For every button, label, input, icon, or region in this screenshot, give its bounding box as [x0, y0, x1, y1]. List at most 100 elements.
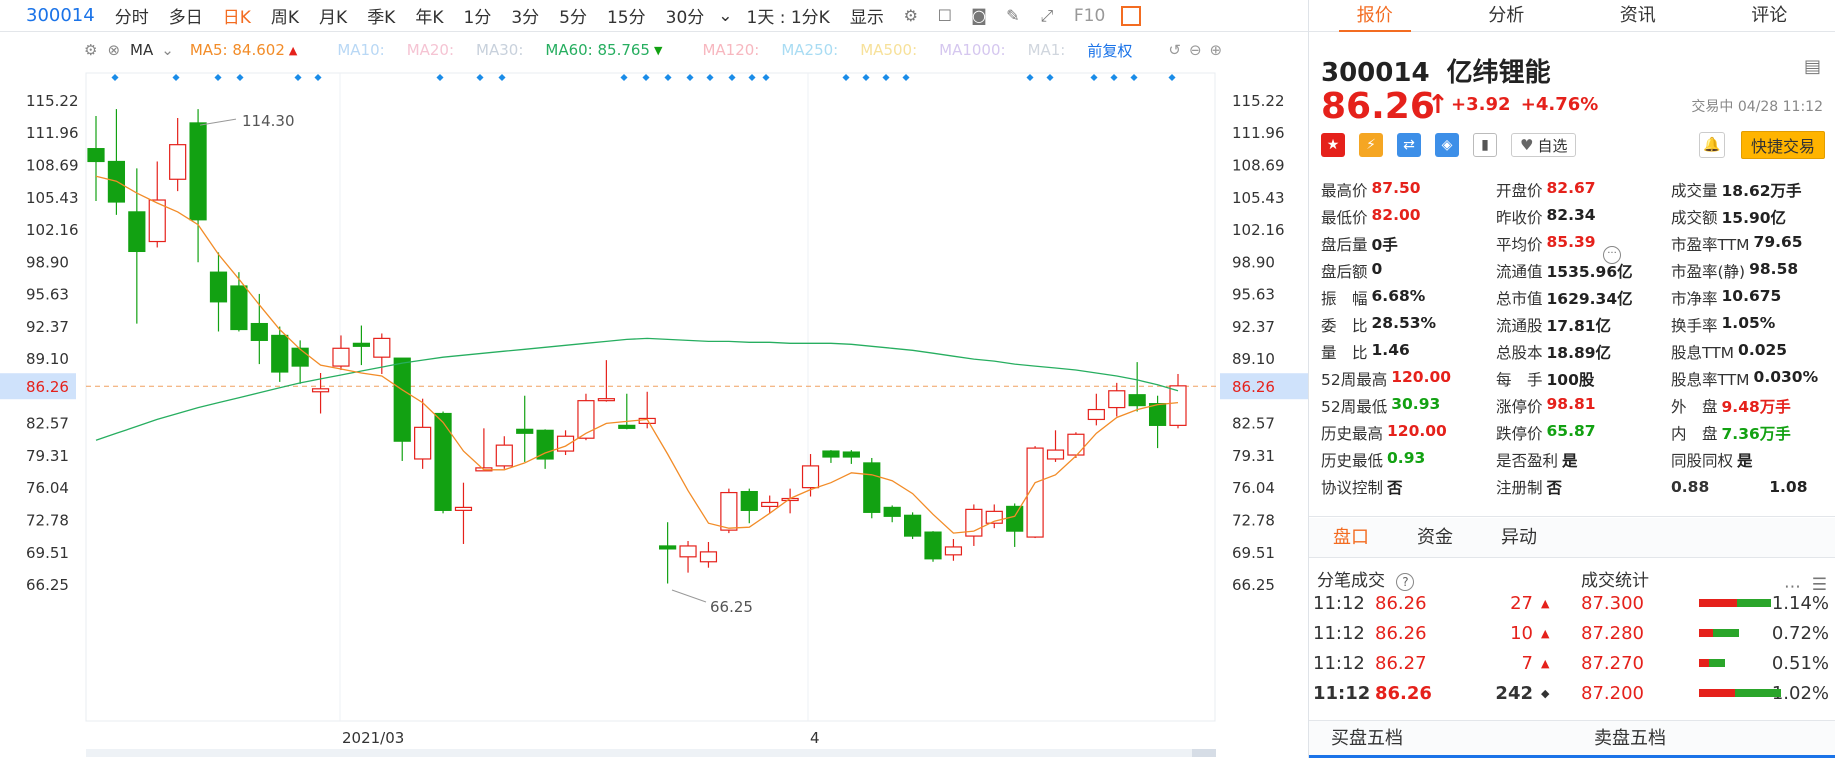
tab-orderbook[interactable]: 盘口: [1333, 527, 1369, 548]
menu-icon[interactable]: ☰: [1811, 575, 1827, 595]
candle-down: [536, 429, 554, 460]
lightning-icon[interactable]: ⚡: [1359, 133, 1383, 157]
period-tab[interactable]: 1分: [463, 8, 492, 28]
quote-value: 6.68%: [1371, 286, 1426, 305]
panel-icon[interactable]: [1121, 5, 1142, 26]
square-icon[interactable]: ☐: [937, 6, 953, 25]
stats-list[interactable]: 87.300 1.14% 87.280 0.72% 87.270 0.51% 87.200 1…: [1569, 588, 1835, 708]
y-tick-label-right: 108.69: [1232, 157, 1285, 175]
f10-button[interactable]: F10: [1073, 5, 1106, 26]
quote-value: 28.53%: [1371, 313, 1437, 332]
quote-value: 85.39: [1546, 232, 1596, 251]
close-icon[interactable]: ⊗: [107, 41, 121, 59]
quote-value: 9.48万手: [1721, 397, 1791, 416]
candle-down: [924, 531, 942, 560]
quote-label: 注册制: [1496, 478, 1543, 497]
quote-cell: 跌停价 65.87: [1496, 422, 1671, 444]
more-icon[interactable]: ···: [1603, 246, 1621, 264]
event-marker: [1090, 73, 1098, 82]
quote-label: 外 盘: [1671, 397, 1718, 416]
candle-up: [454, 506, 473, 511]
tab-anomaly[interactable]: 异动: [1501, 527, 1537, 548]
range-select[interactable]: 1天 : 1分K: [746, 8, 830, 28]
quote-value: 82.34: [1546, 205, 1596, 224]
display-menu[interactable]: 显示: [849, 8, 884, 28]
quote-label: 盘后量: [1321, 235, 1368, 254]
tick-row: 11:12 86.26 27 ▲: [1309, 588, 1559, 618]
low-annotation: 66.25: [710, 598, 753, 616]
y-tick-label-right: 76.04: [1232, 479, 1275, 497]
period-tab[interactable]: 5分: [559, 8, 587, 28]
tab-funds[interactable]: 资金: [1417, 527, 1453, 548]
period-tab[interactable]: 季K: [367, 8, 396, 28]
period-tab[interactable]: 多日: [168, 8, 203, 28]
zoom-out-icon[interactable]: ⊖: [1188, 41, 1202, 59]
price-highlight-right: [1220, 373, 1308, 400]
candle-down: [189, 122, 207, 221]
expand-icon[interactable]: ⤢: [1040, 5, 1054, 25]
y-tick-label-right: 95.63: [1232, 286, 1275, 304]
tab-buy5[interactable]: 买盘五档: [1331, 728, 1403, 749]
stats-header: 成交统计 ⋯ ☰: [1581, 566, 1835, 597]
candle-down: [352, 342, 370, 347]
period-tab[interactable]: 月K: [319, 8, 348, 28]
camera-icon[interactable]: ◙: [971, 6, 987, 25]
help-icon[interactable]: ?: [1396, 573, 1415, 591]
chevron-down-icon[interactable]: ⌄: [718, 5, 733, 26]
stats-pct: 0.51%: [1771, 652, 1829, 674]
quote-cell: 开盘价 82.67: [1496, 179, 1671, 201]
quote-label: 历史最低: [1321, 451, 1384, 470]
ma1-label: MA1:: [1027, 41, 1066, 59]
scrollbar-track: [86, 749, 1216, 757]
tab-analysis[interactable]: 分析: [1488, 5, 1525, 26]
tab-comments[interactable]: 评论: [1751, 5, 1788, 26]
tab-quote[interactable]: 报价: [1309, 0, 1441, 32]
period-tab[interactable]: 年K: [415, 8, 444, 28]
stats-row: 87.300 1.14%: [1569, 588, 1835, 618]
tag-icon[interactable]: ◈: [1435, 133, 1459, 157]
quote-value: 82.67: [1546, 178, 1596, 197]
gear-icon[interactable]: ⚙: [903, 6, 919, 25]
period-tab[interactable]: 分时: [114, 8, 149, 28]
tab-sell5[interactable]: 卖盘五档: [1594, 728, 1666, 749]
quote-value: 1.05%: [1721, 313, 1776, 332]
undo-icon[interactable]: ↺: [1168, 41, 1181, 59]
settings-icon[interactable]: ⚙: [84, 41, 98, 59]
period-tab[interactable]: 15分: [606, 8, 646, 28]
candlestick-chart[interactable]: 115.22 115.22 111.96 111.96 108.69 108.69 105.…: [0, 33, 1308, 758]
quote-cell: 0.88 1.08: [1671, 478, 1831, 496]
quick-trade-button[interactable]: 快捷交易: [1741, 131, 1825, 159]
adjust-button[interactable]: 前复权: [1087, 41, 1133, 60]
quote-cell: 每 手 100股: [1496, 368, 1671, 390]
bookmark-icon[interactable]: ▮: [1473, 133, 1497, 157]
zoom-in-icon[interactable]: ⊕: [1209, 41, 1223, 59]
pen-icon[interactable]: ✎: [1006, 6, 1020, 25]
shuffle-icon[interactable]: ⇄: [1397, 133, 1421, 157]
candle-down: [209, 271, 228, 303]
period-tab[interactable]: 30分: [665, 8, 705, 28]
candle-up: [495, 444, 513, 467]
tick-list[interactable]: 11:12 86.26 27 ▲ 11:12 86.26 10 ▲ 11:12 86.27 7 ▲ 11…: [1309, 588, 1559, 708]
watchlist-button[interactable]: ♥ 自选: [1511, 133, 1577, 157]
event-marker: [1130, 73, 1138, 82]
more-dots-icon[interactable]: ⋯: [1784, 577, 1801, 597]
flag-icon[interactable]: ★: [1321, 133, 1345, 157]
ma-dropdown-icon[interactable]: ⌄: [161, 41, 174, 59]
tab-news[interactable]: 资讯: [1619, 5, 1656, 26]
list-icon[interactable]: ▤: [1803, 56, 1821, 77]
ratio-bar: [1699, 659, 1771, 667]
quote-cell: 委 比 28.53%: [1321, 314, 1496, 336]
ma-label[interactable]: MA: [130, 41, 154, 59]
up-tick-icon: ▲: [1541, 626, 1550, 640]
quote-label: 委 比: [1321, 316, 1368, 335]
tick-time: 11:12: [1313, 592, 1365, 614]
period-tab[interactable]: 日K: [222, 8, 251, 28]
quote-value: 1.08: [1769, 477, 1808, 496]
collapse-icon[interactable]: ⌃: [1529, 484, 1543, 503]
period-tab[interactable]: 周K: [270, 8, 300, 28]
flat-tick-icon: ◆: [1541, 686, 1550, 700]
bell-icon[interactable]: 🔔: [1699, 132, 1725, 158]
quote-label: 总市值: [1496, 289, 1543, 308]
stock-code-label[interactable]: 300014: [26, 5, 95, 26]
period-tab[interactable]: 3分: [511, 8, 540, 28]
